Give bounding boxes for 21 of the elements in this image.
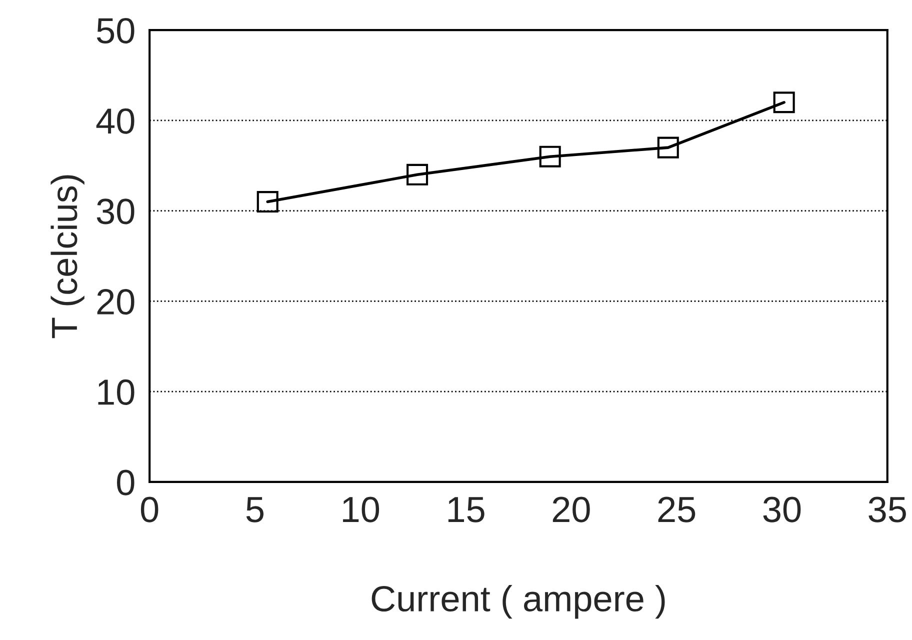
point <box>406 164 428 186</box>
y-tick-label: 0 <box>117 470 134 496</box>
y-tick-label: 30 <box>96 198 134 224</box>
point <box>773 92 795 114</box>
x-tick-label: 35 <box>868 496 906 522</box>
point <box>539 146 561 168</box>
y-tick-label: 50 <box>96 18 134 44</box>
y-tick-label: 10 <box>98 379 134 405</box>
x-tick-label: 30 <box>763 496 801 522</box>
y-axis-title: T (celcius) <box>50 175 84 338</box>
x-tick-label: 0 <box>140 496 158 522</box>
x-tick-label: 20 <box>552 496 590 522</box>
x-tick-label: 15 <box>448 497 484 522</box>
x-tick-label: 10 <box>343 496 380 522</box>
y-tick-label: 40 <box>96 108 134 134</box>
x-tick-label: 5 <box>246 497 264 522</box>
x-axis-title: Current ( ampere ) <box>372 585 665 619</box>
point <box>657 136 679 158</box>
point <box>256 191 278 213</box>
y-tick-label: 20 <box>97 289 134 315</box>
x-tick-label: 25 <box>658 496 696 522</box>
